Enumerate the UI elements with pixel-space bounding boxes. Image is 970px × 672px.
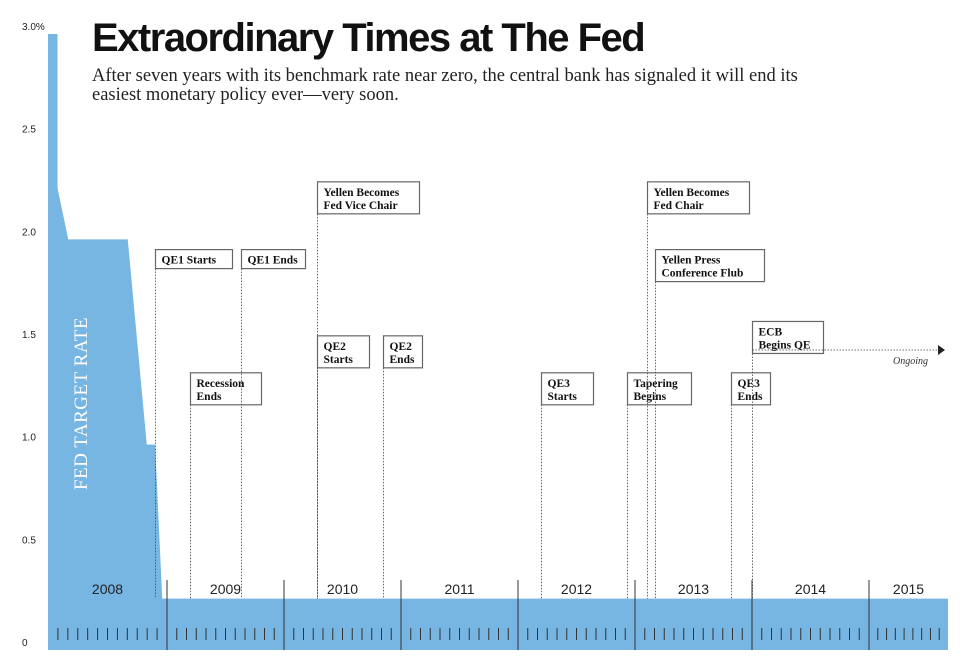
x-tick-label-2013: 2013 [678, 581, 709, 597]
annotation-label-1-1: Ends [197, 391, 222, 403]
annotation-box-5 [382, 335, 424, 369]
y-tick-label-4: 1.0 [22, 433, 36, 444]
x-tick-label-2015: 2015 [893, 581, 924, 597]
annotation-label-9-0: Yellen Press [662, 255, 721, 267]
y-tick-label-3: 1.5 [22, 330, 36, 341]
annotation-label-2-0: QE1 Ends [248, 255, 299, 267]
annotation-label-9-1: Conference Flub [662, 268, 744, 280]
annotation-label-7-1: Begins [634, 391, 667, 403]
annotation-box-10 [730, 372, 772, 406]
series-label: FED TARGET RATE [71, 317, 92, 490]
annotation-label-11-0: ECB [759, 326, 783, 338]
y-tick-label-2: 2.0 [22, 227, 36, 238]
annotation-label-4-1: Starts [324, 354, 354, 366]
annotation-box-7 [626, 372, 693, 406]
x-tick-label-2011: 2011 [444, 581, 474, 597]
annotation-label-0-0: QE1 Starts [162, 255, 217, 267]
annotation-box-2 [240, 249, 307, 270]
annotation-box-11 [751, 320, 825, 355]
y-tick-label-5: 0.5 [22, 535, 36, 546]
annotation-box-6 [540, 372, 595, 406]
annotation-label-6-0: QE3 [548, 378, 571, 390]
annotation-label-4-0: QE2 [324, 341, 347, 353]
annotation-box-4 [316, 335, 371, 369]
annotation-label-5-1: Ends [390, 354, 415, 366]
x-tick-label-2012: 2012 [561, 581, 592, 597]
x-tick-label-2008: 2008 [92, 581, 123, 597]
annotation-label-8-0: Yellen Becomes [654, 187, 730, 199]
ongoing-arrow-icon [938, 345, 945, 355]
chart-subtitle: After seven years with its benchmark rat… [92, 66, 798, 105]
annotation-label-1-0: Recession [197, 378, 246, 390]
annotation-label-6-1: Starts [548, 391, 578, 403]
annotation-label-10-0: QE3 [738, 378, 761, 390]
annotation-box-3 [316, 181, 421, 215]
y-tick-label-0: 3.0% [22, 22, 45, 33]
ongoing-label: Ongoing [893, 356, 928, 367]
x-tick-label-2009: 2009 [210, 581, 241, 597]
annotation-label-10-1: Ends [738, 391, 763, 403]
annotation-box-0 [154, 249, 234, 270]
chart-title: Extraordinary Times at The Fed [92, 16, 646, 60]
annotation-box-8 [646, 181, 751, 215]
rate-area [48, 34, 948, 650]
annotation-label-3-1: Fed Vice Chair [324, 200, 398, 212]
annotation-label-11-1: Begins QE [759, 339, 811, 351]
annotation-label-3-0: Yellen Becomes [324, 187, 400, 199]
y-tick-label-6: 0 [22, 638, 28, 649]
annotation-label-8-1: Fed Chair [654, 200, 704, 212]
x-tick-label-2010: 2010 [327, 581, 358, 597]
annotation-label-5-0: QE2 [390, 341, 413, 353]
x-tick-label-2014: 2014 [795, 581, 826, 597]
y-tick-label-1: 2.5 [22, 125, 36, 136]
annotation-box-9 [654, 249, 766, 283]
annotation-box-1 [189, 372, 263, 406]
